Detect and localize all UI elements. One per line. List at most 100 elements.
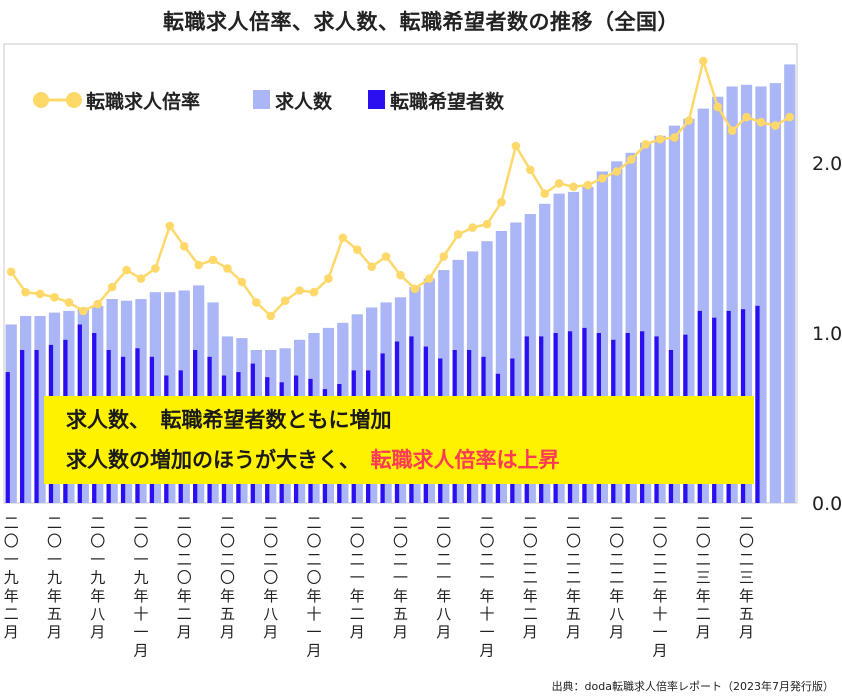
x-tick-label-char: 二	[220, 550, 235, 568]
x-tick-label-char: 一	[393, 569, 408, 587]
callout-line-2: 求人数の増加のほうが大きく、 転職求人倍率は上昇	[66, 444, 560, 474]
x-tick-label-char: 二	[4, 605, 19, 623]
x-tick-label-char: 月	[4, 623, 19, 641]
jobs-bar	[524, 214, 536, 503]
x-tick-label-char: 〇	[4, 532, 19, 550]
x-tick-label-char: 年	[90, 587, 105, 605]
x-tick-label-char: 二	[90, 514, 105, 532]
x-tick-label-char: 十	[133, 605, 148, 623]
x-tick-label-char: 五	[220, 605, 235, 623]
ratio-point	[367, 262, 376, 272]
ratio-point	[194, 260, 203, 270]
x-tick-label-char: 〇	[480, 532, 495, 550]
x-tick-label-char: 年	[566, 587, 581, 605]
x-tick-label-char: 十	[480, 605, 495, 623]
ratio-point	[338, 233, 348, 243]
x-tick-label-char: 月	[90, 623, 105, 641]
x-tick-label-char: 年	[739, 587, 754, 605]
x-tick-label-char: 二	[609, 514, 624, 532]
x-tick-label-char: 一	[90, 550, 105, 568]
ratio-point	[79, 306, 88, 316]
ratio-point	[785, 112, 795, 122]
seekers-bar	[5, 372, 10, 503]
jobs-bar	[495, 231, 508, 503]
ratio-point	[525, 165, 535, 175]
x-tick-label-char: 〇	[393, 532, 408, 550]
ratio-point	[742, 112, 751, 122]
seekers-bar	[34, 350, 39, 503]
legend-ratio-swatch-dot	[66, 92, 82, 108]
ratio-point	[93, 299, 103, 309]
x-tick-label-char: 月	[523, 623, 538, 641]
x-tick-label-char: 月	[133, 641, 148, 659]
ratio-point	[396, 270, 405, 280]
x-tick-label-char: 年	[480, 587, 495, 605]
callout-highlight: 転職求人倍率は上昇	[370, 448, 560, 472]
ratio-point	[641, 140, 650, 149]
x-tick-label-char: 二	[523, 605, 538, 623]
jobs-bar	[596, 171, 608, 503]
x-tick-label-char: 二	[436, 550, 451, 568]
jobs-bar	[726, 86, 738, 503]
ratio-point	[670, 133, 679, 142]
x-tick-label-char: 月	[263, 623, 278, 641]
x-tick-label-char: 月	[653, 641, 668, 659]
ratio-point	[583, 180, 593, 190]
x-tick-label-char: 〇	[263, 532, 278, 550]
x-tick-label-char: 二	[220, 514, 235, 532]
callout-box: 求人数、 転職希望者数ともに増加 求人数の増加のほうが大きく、 転職求人倍率は上…	[44, 396, 754, 484]
x-tick-label-char: 一	[47, 550, 62, 568]
x-tick-label-char: 二	[393, 550, 408, 568]
x-tick-label-char: 二	[177, 514, 192, 532]
x-tick-label-char: 三	[739, 569, 754, 587]
jobs-bar	[481, 241, 493, 503]
x-tick-label-char: 年	[263, 587, 278, 605]
x-tick-label-char: 九	[133, 569, 148, 587]
x-tick-label-char: 五	[566, 605, 581, 623]
x-tick-label-char: 十	[653, 605, 668, 623]
ratio-point	[410, 284, 420, 294]
x-tick-label-char: 〇	[306, 532, 321, 550]
x-tick-label-char: 年	[393, 587, 408, 605]
jobs-bar	[625, 152, 637, 504]
x-tick-label-char: 〇	[350, 532, 365, 550]
x-tick-label-char: 二	[350, 605, 365, 623]
jobs-bar	[466, 251, 479, 503]
x-tick-label-char: 二	[523, 569, 538, 587]
ratio-point	[756, 117, 766, 127]
jobs-bar	[639, 142, 652, 503]
ratio-point	[569, 182, 578, 192]
jobs-bar	[423, 278, 435, 503]
ratio-line	[6, 56, 795, 321]
ratio-point	[713, 102, 722, 112]
ratio-point	[21, 287, 30, 297]
x-tick-label-char: 二	[393, 514, 408, 532]
x-tick-label-char: 〇	[739, 532, 754, 550]
x-tick-label-char: 〇	[177, 532, 192, 550]
jobs-bar	[755, 86, 767, 503]
x-tick-label-char: 〇	[609, 532, 624, 550]
x-tick-label-char: 一	[653, 623, 668, 641]
ratio-point	[50, 293, 59, 302]
x-tick-label-char: 二	[696, 514, 711, 532]
x-tick-label-char: 二	[566, 514, 581, 532]
ratio-point	[439, 252, 449, 261]
jobs-bar	[553, 193, 565, 503]
ratio-point	[698, 56, 708, 66]
x-tick-label-char: 二	[306, 550, 321, 568]
x-tick-label-char: 月	[480, 641, 495, 659]
jobs-bar	[438, 270, 450, 503]
x-tick-label-char: 年	[177, 587, 192, 605]
x-tick-label-char: 月	[220, 623, 235, 641]
x-tick-label-char: 〇	[696, 532, 711, 550]
x-tick-label-char: 二	[47, 514, 62, 532]
ratio-point	[598, 174, 607, 183]
x-tick-label-char: 九	[4, 569, 19, 587]
x-tick-label-char: 月	[566, 623, 581, 641]
x-tick-label-char: 〇	[47, 532, 62, 550]
x-tick-label-char: 月	[306, 641, 321, 659]
x-tick-label-char: 年	[436, 587, 451, 605]
ratio-point	[425, 274, 434, 283]
ratio-point	[497, 197, 506, 207]
